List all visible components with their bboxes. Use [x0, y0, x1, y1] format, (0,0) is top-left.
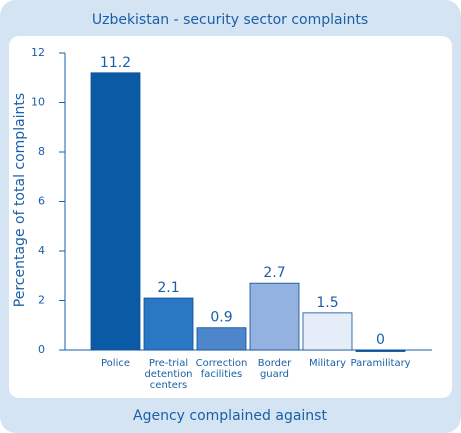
x-axis-label: Agency complained against: [133, 408, 327, 424]
y-tick-label: 12: [31, 46, 45, 59]
y-tick-label: 4: [38, 244, 45, 257]
bar: [143, 297, 194, 351]
value-label: 2.7: [263, 265, 285, 281]
y-tick-label: 2: [38, 294, 45, 307]
y-tick-label: 8: [38, 145, 45, 158]
x-tick-label: Police: [101, 358, 130, 369]
y-axis-label: Percentage of total complaints: [12, 93, 28, 307]
value-label: 2.1: [157, 280, 179, 296]
x-tick-label: Border guard: [257, 358, 292, 380]
bar: [355, 349, 406, 352]
x-tick-label: Correction facilities: [195, 358, 248, 380]
bar: [249, 282, 300, 351]
x-tick-label: Paramilitary: [350, 358, 411, 369]
x-tick-label: Pre-trial detention centers: [144, 358, 193, 391]
value-label: 1.5: [316, 295, 338, 311]
bar: [90, 72, 141, 351]
value-label: 0.9: [210, 310, 232, 326]
value-label: 11.2: [100, 55, 131, 71]
bar: [196, 327, 247, 351]
y-tick-label: 10: [31, 96, 45, 109]
y-tick-label: 6: [38, 195, 45, 208]
value-label: 0: [376, 332, 385, 348]
bar: [302, 312, 353, 351]
y-tick-label: 0: [38, 343, 45, 356]
x-tick-label: Military: [308, 358, 347, 369]
chart-title: Uzbekistan - security sector complaints: [92, 12, 368, 28]
